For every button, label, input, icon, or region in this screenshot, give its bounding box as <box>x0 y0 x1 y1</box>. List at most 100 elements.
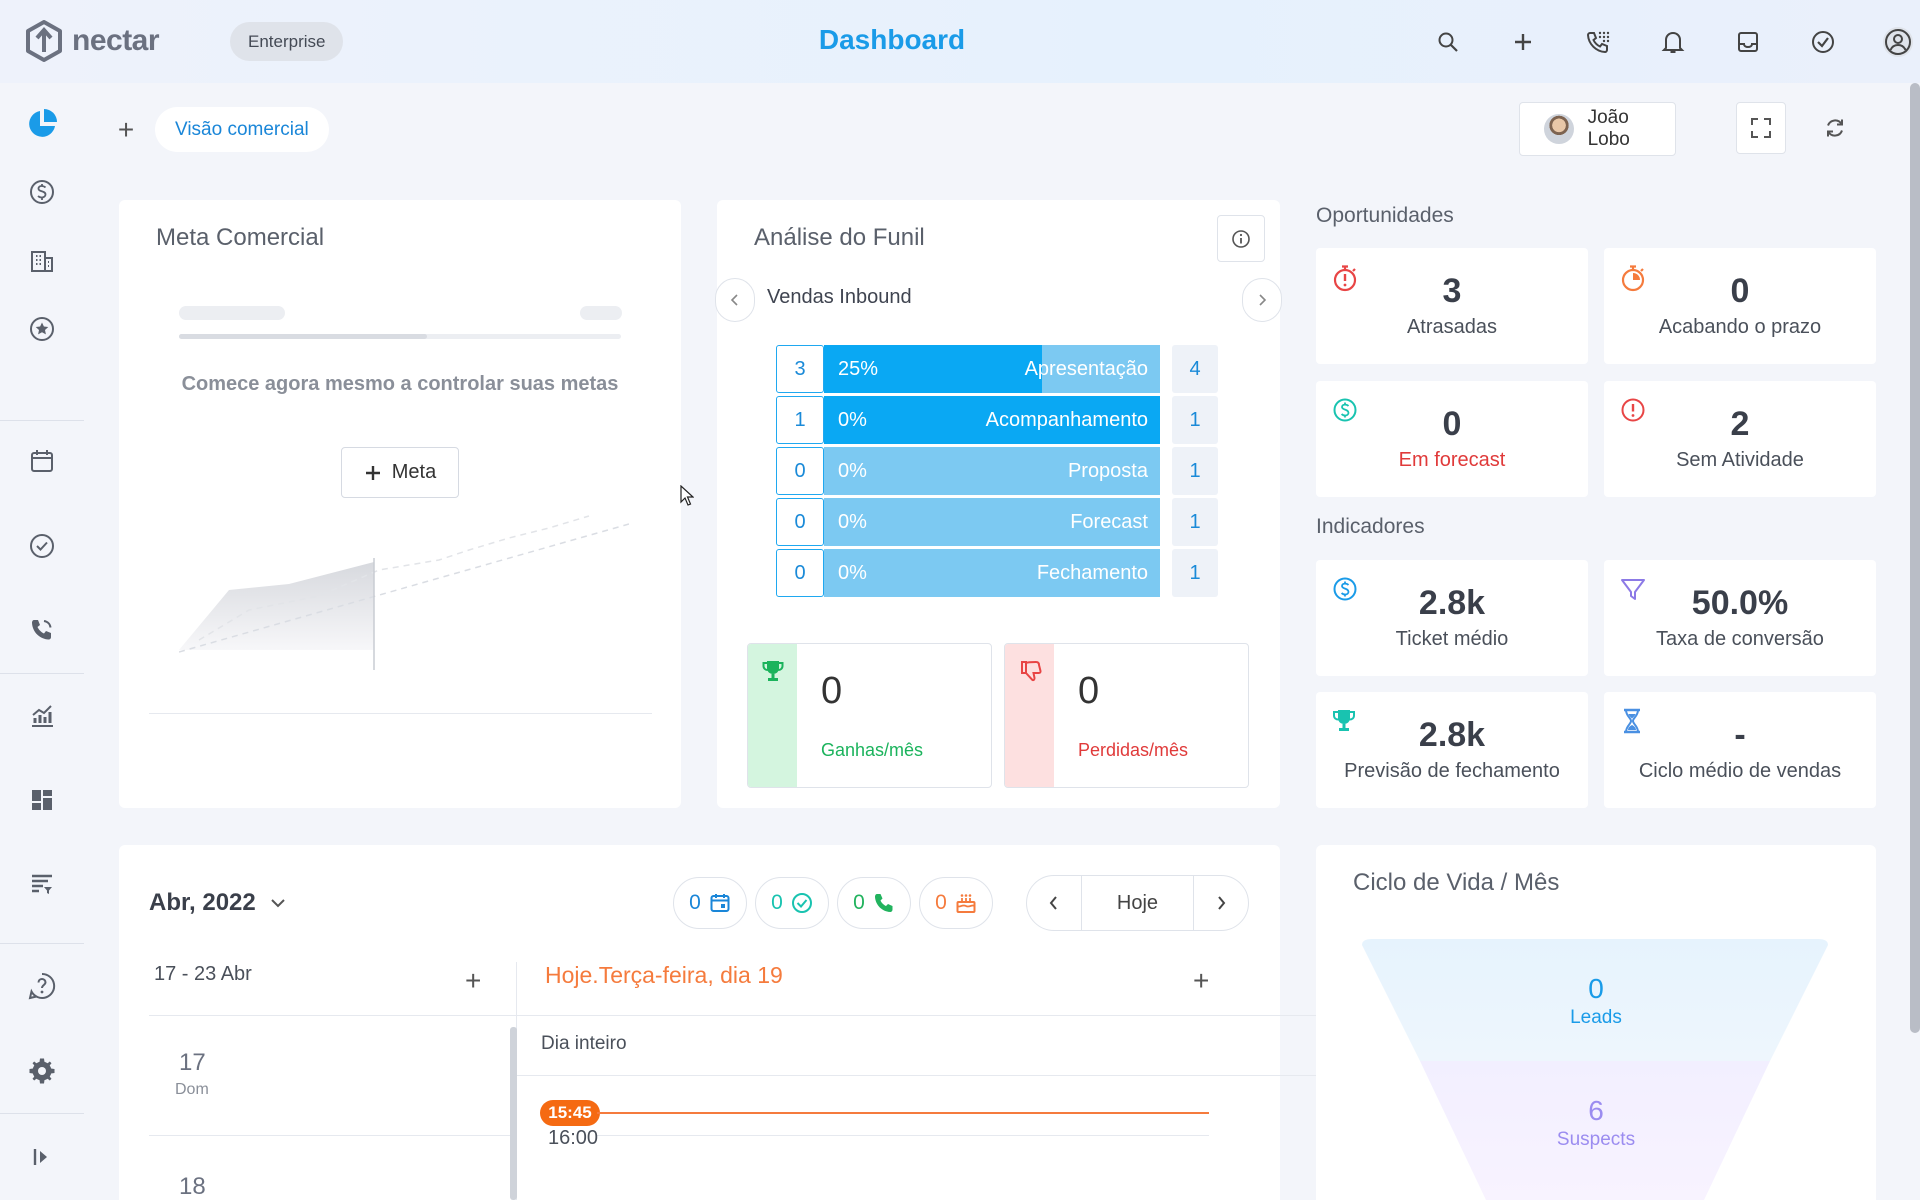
stat-card[interactable]: 50.0% Taxa de conversão <box>1604 560 1876 676</box>
badge-tarefas[interactable]: 0 <box>755 877 829 929</box>
check-circle-icon[interactable] <box>1785 24 1860 60</box>
day-number[interactable]: 18 <box>179 1173 206 1200</box>
stage-name: Acompanhamento <box>985 409 1148 431</box>
add-meta-label: Meta <box>391 461 437 483</box>
month-selector[interactable]: Abr, 2022 <box>149 889 286 917</box>
stage-bar[interactable]: 0% Acompanhamento <box>824 396 1160 444</box>
stat-label: Previsão de fechamento <box>1344 760 1560 782</box>
calendar-icon[interactable] <box>22 441 62 481</box>
user-circle-icon[interactable] <box>1860 24 1920 60</box>
stat-label: Sem Atividade <box>1676 449 1804 471</box>
funnel-prev-button[interactable] <box>715 278 755 322</box>
current-time-line <box>597 1112 1209 1114</box>
stat-value: 2 <box>1730 405 1750 443</box>
top-bar: nectar Enterprise Dashboard <box>0 0 1920 83</box>
add-meta-button[interactable]: Meta <box>341 447 459 498</box>
stage-percent: 25% <box>838 358 879 380</box>
week-scrollbar[interactable] <box>510 1027 517 1200</box>
day-number[interactable]: 17 <box>179 1049 206 1076</box>
calendar-card: Abr, 2022 0 0 0 0 Hoje 17 - 23 Abr + Hoj… <box>119 845 1369 1200</box>
stat-card[interactable]: - Ciclo médio de vendas <box>1604 692 1876 808</box>
building-icon[interactable] <box>22 241 62 281</box>
search-icon[interactable] <box>1410 24 1485 60</box>
meta-empty-message: Comece agora mesmo a controlar suas meta… <box>181 373 619 395</box>
stage-total[interactable]: 1 <box>1172 498 1218 546</box>
stage-percent: 0% <box>838 409 867 431</box>
fullscreen-button[interactable] <box>1736 102 1786 154</box>
logo-text: nectar <box>72 24 160 57</box>
calendar-prev-button[interactable] <box>1026 875 1082 931</box>
stat-label: Taxa de conversão <box>1656 628 1824 650</box>
thumbs-down-icon <box>1021 660 1042 682</box>
badge-eventos[interactable]: 0 <box>673 877 747 929</box>
stage-bar-fill <box>824 396 1160 444</box>
gear-icon[interactable] <box>22 1051 62 1091</box>
plus-icon <box>365 465 380 480</box>
lost-label: Perdidas/mês <box>1078 740 1189 760</box>
phone-icon <box>874 894 893 912</box>
won-card: 0 Ganhas/mês <box>747 643 992 788</box>
stat-card[interactable]: 2 Sem Atividade <box>1604 381 1876 497</box>
stat-card[interactable]: 3 Atrasadas <box>1316 248 1588 364</box>
stat-card[interactable]: 0 Acabando o prazo <box>1604 248 1876 364</box>
page-scrollbar[interactable] <box>1910 83 1920 1033</box>
dollar-icon[interactable] <box>22 172 62 212</box>
meta-comercial-title: Meta Comercial <box>156 224 325 251</box>
logo[interactable]: nectar <box>24 20 160 62</box>
stage-bar[interactable]: 0% Fechamento <box>824 549 1160 597</box>
info-button[interactable] <box>1217 215 1265 262</box>
refresh-icon <box>1827 119 1843 137</box>
collapse-icon[interactable] <box>22 1137 62 1177</box>
star-icon[interactable] <box>22 309 62 349</box>
check-circle-icon[interactable] <box>22 526 62 566</box>
trend-chart-icon[interactable] <box>22 696 62 736</box>
stage-count[interactable]: 1 <box>776 396 824 444</box>
stage-total[interactable]: 1 <box>1172 447 1218 495</box>
stage-bar[interactable]: 25% Apresentação <box>824 345 1160 393</box>
plan-badge: Enterprise <box>230 22 344 61</box>
badge-ligacoes[interactable]: 0 <box>837 877 911 929</box>
phone-icon[interactable] <box>22 610 62 650</box>
stat-card[interactable]: 0 Em forecast <box>1316 381 1588 497</box>
calendar-next-button[interactable] <box>1193 875 1249 931</box>
stage-count[interactable]: 0 <box>776 549 824 597</box>
today-label: Hoje.Terça-feira, dia 19 <box>545 962 783 988</box>
stage-bar[interactable]: 0% Forecast <box>824 498 1160 546</box>
badge-aniversarios[interactable]: 0 <box>919 877 993 929</box>
add-day-event-button[interactable]: + <box>1193 965 1210 996</box>
add-tab-button[interactable]: + <box>117 114 135 145</box>
stage-total[interactable]: 4 <box>1172 345 1218 393</box>
dashboard-icon[interactable] <box>22 780 62 820</box>
stat-card[interactable]: 2.8k Ticket médio <box>1316 560 1588 676</box>
inbox-icon[interactable] <box>1710 24 1785 60</box>
month-label: Abr, 2022 <box>149 889 256 916</box>
stage-bar-fill <box>824 345 1043 393</box>
stage-count[interactable]: 3 <box>776 345 824 393</box>
suspects-label: Suspects <box>1556 1129 1636 1150</box>
user-filter-button[interactable]: João Lobo <box>1519 102 1676 156</box>
tab-visao-comercial[interactable]: Visão comercial <box>155 107 329 152</box>
indicadores-title: Indicadores <box>1316 515 1425 538</box>
plus-icon[interactable] <box>1485 24 1560 60</box>
leads-label: Leads <box>1570 1007 1622 1028</box>
stat-card[interactable]: 2.8k Previsão de fechamento <box>1316 692 1588 808</box>
bell-icon[interactable] <box>1635 24 1710 60</box>
sidebar <box>0 83 84 1200</box>
stage-total[interactable]: 1 <box>1172 549 1218 597</box>
badge-tarefas-value: 0 <box>771 891 783 914</box>
help-icon[interactable] <box>22 966 62 1006</box>
stage-bar[interactable]: 0% Proposta <box>824 447 1160 495</box>
stat-value: 0 <box>1730 272 1750 310</box>
stage-count[interactable]: 0 <box>776 447 824 495</box>
filter-list-icon[interactable] <box>22 863 62 903</box>
stat-value: 3 <box>1442 272 1462 310</box>
stage-total[interactable]: 1 <box>1172 396 1218 444</box>
pie-chart-icon[interactable] <box>22 104 62 144</box>
phone-dialer-icon[interactable] <box>1560 24 1635 60</box>
stage-name: Fechamento <box>1036 562 1148 584</box>
add-week-event-button[interactable]: + <box>465 965 482 996</box>
funnel-next-button[interactable] <box>1242 278 1282 322</box>
stage-count[interactable]: 0 <box>776 498 824 546</box>
today-button[interactable]: Hoje <box>1082 875 1193 931</box>
refresh-button[interactable] <box>1810 108 1860 148</box>
